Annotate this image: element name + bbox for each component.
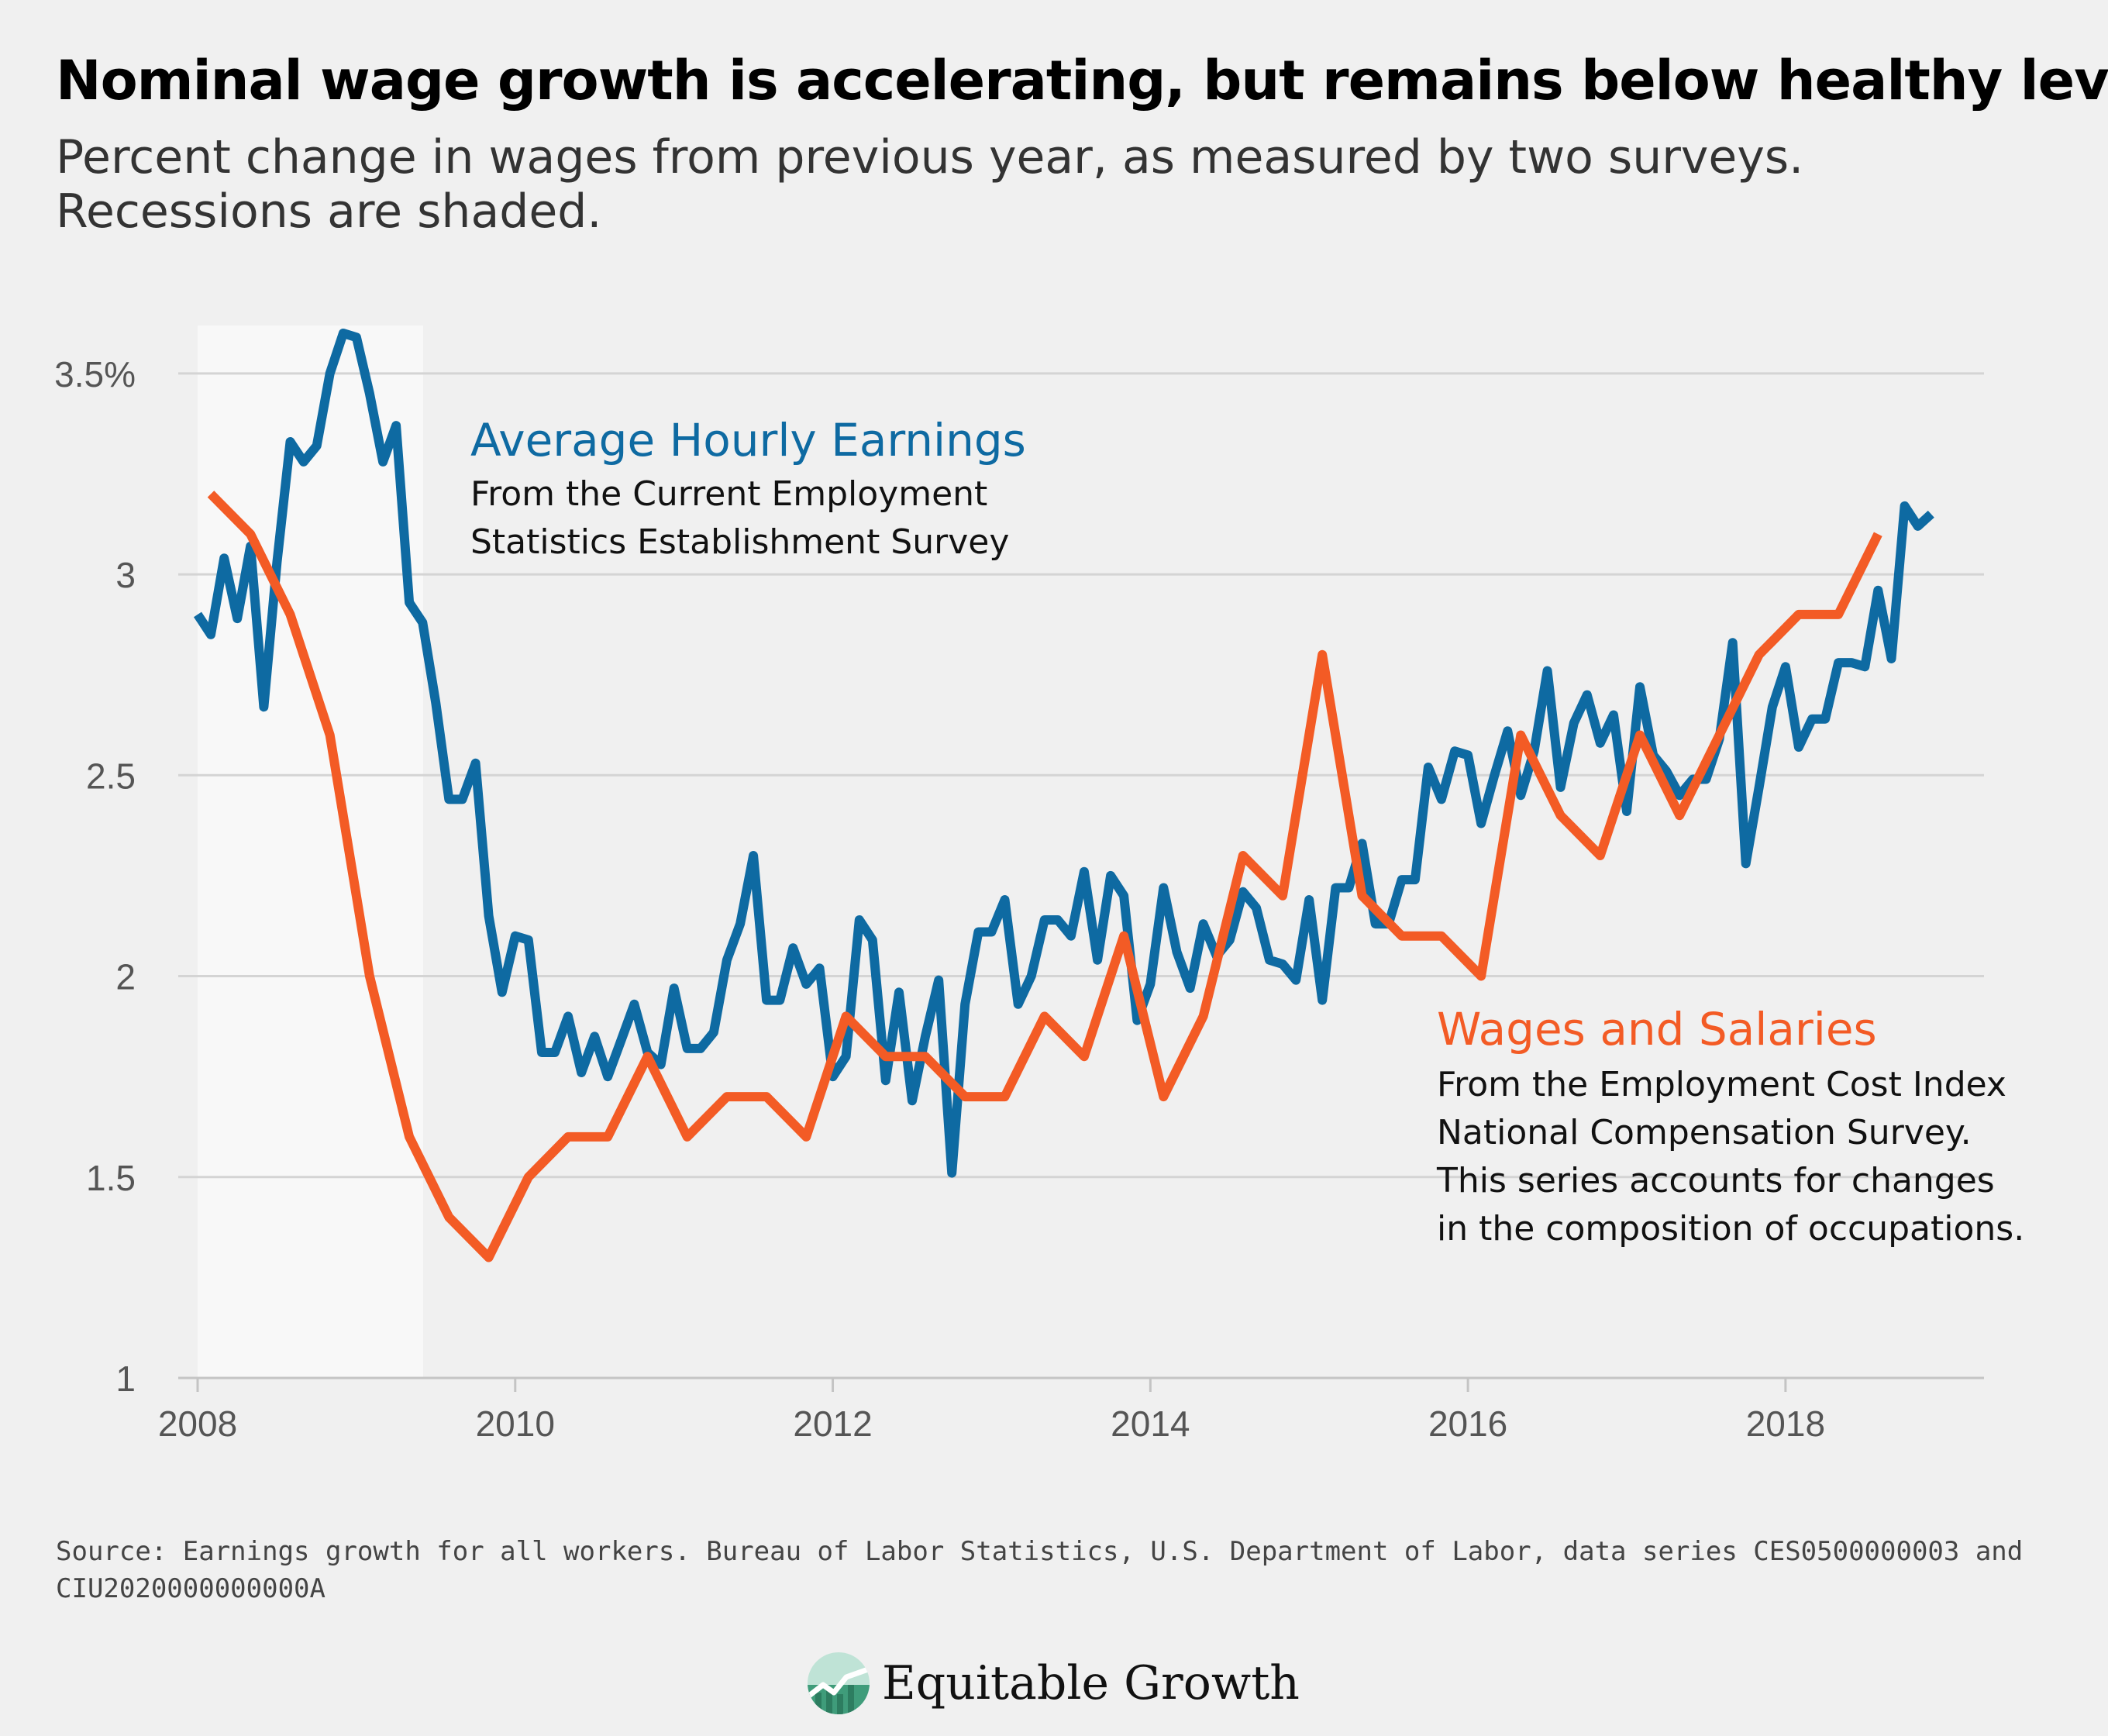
annotation-wages-and-salaries: Wages and Salaries From the Employment C… — [1436, 1003, 2024, 1249]
annotation-text-ws-line-1: From the Employment Cost Index — [1437, 1065, 2006, 1104]
chart-title: Nominal wage growth is accelerating, but… — [56, 49, 2108, 112]
annotation-text-ws-line-3: This series accounts for changes — [1436, 1161, 1995, 1200]
y-axis: 1 1.5 2 2.5 3 3.5% — [54, 354, 136, 1399]
y-tick-label: 3.5% — [54, 354, 136, 394]
y-tick-label: 2.5 — [86, 756, 136, 796]
y-tick-label: 1 — [115, 1359, 136, 1399]
x-tick-label: 2018 — [1746, 1404, 1825, 1444]
source-note: Source: Earnings growth for all workers.… — [56, 1536, 2024, 1604]
x-tick-label: 2016 — [1428, 1404, 1507, 1444]
x-axis: 2008 2010 2012 2014 2016 2018 — [158, 1378, 1825, 1444]
series-line-average-hourly-earnings — [193, 329, 1934, 1178]
y-tick-label: 3 — [115, 555, 136, 595]
equitable-growth-logo: Equitable Growth — [806, 1649, 1300, 1717]
annotation-text-ahe-line-2: Statistics Establishment Survey — [470, 522, 1009, 562]
recession-band-0 — [198, 326, 423, 1378]
chart-subtitle: Percent change in wages from previous ye… — [56, 130, 1804, 239]
x-tick-label: 2010 — [476, 1404, 555, 1444]
series-label-wages-and-salaries: Wages and Salaries — [1437, 1003, 1877, 1056]
x-tick-label: 2008 — [158, 1404, 237, 1444]
annotation-text-ws-line-2: National Compensation Survey. — [1437, 1113, 1972, 1152]
y-tick-label: 1.5 — [86, 1158, 136, 1198]
line-chart: 1 1.5 2 2.5 3 3.5% 2008 2010 2012 2014 2016 2018 A… — [54, 326, 2025, 1444]
annotation-text-ws-line-4: in the composition of occupations. — [1437, 1209, 2024, 1249]
x-tick-label: 2014 — [1111, 1404, 1190, 1444]
series-line-wages-and-salaries — [207, 491, 1882, 1262]
y-tick-label: 2 — [115, 957, 136, 997]
recession-shading — [198, 326, 423, 1378]
series-label-average-hourly-earnings: Average Hourly Earnings — [470, 414, 1026, 467]
series-lines — [193, 329, 1934, 1262]
logo-wordmark: Equitable Growth — [882, 1656, 1300, 1710]
x-tick-label: 2012 — [793, 1404, 872, 1444]
gridlines — [178, 372, 1984, 1380]
annotation-average-hourly-earnings: Average Hourly Earnings From the Current… — [470, 414, 1026, 562]
annotation-text-ahe-line-1: From the Current Employment — [470, 474, 987, 514]
rising-line-globe-icon — [808, 1652, 870, 1714]
